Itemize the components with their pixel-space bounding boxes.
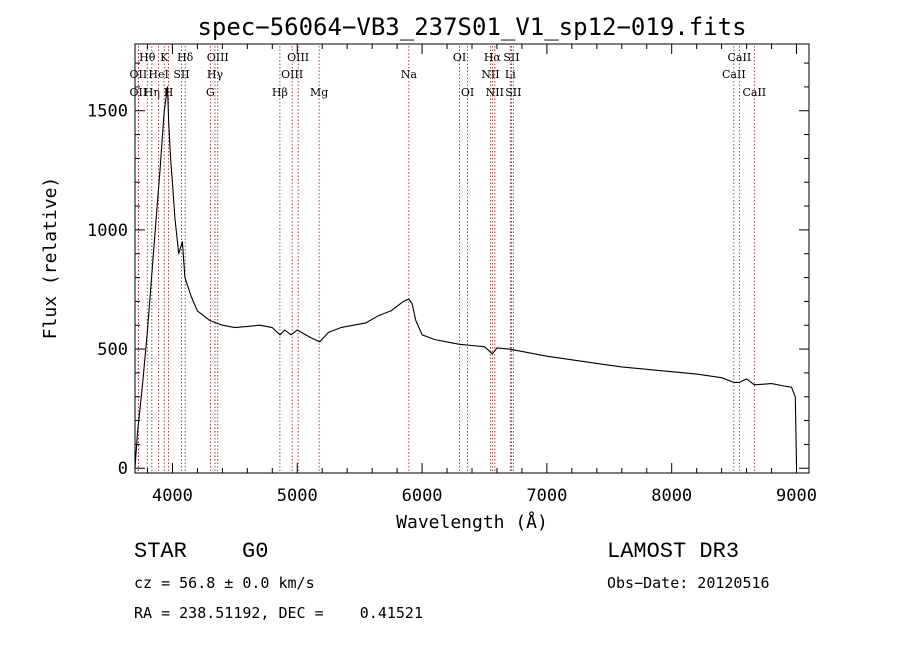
marker-label: Hθ [139, 51, 156, 64]
marker-label: SII [173, 68, 189, 81]
axis-ticks: 4000 5000 6000 7000 8000 9000 0 500 1000 1500 [87, 44, 817, 506]
marker-label: Na [401, 68, 418, 81]
x-tick-label: 8000 [651, 486, 692, 506]
marker-label: Hα [484, 51, 502, 64]
chart-title: spec−56064−VB3_237S01_V1_sp12−019.fits [197, 13, 746, 41]
spectrum-line [134, 86, 798, 469]
object-subclass: G0 [242, 539, 269, 564]
marker-label: SII [503, 51, 519, 64]
y-axis-label: Flux (relative) [40, 177, 61, 340]
marker-label: Hβ [272, 86, 288, 99]
redshift-velocity: cz = 56.8 ± 0.0 km/s [134, 574, 315, 592]
marker-label: OI [461, 86, 474, 99]
marker-label: CaII [728, 51, 752, 64]
y-tick-label: 500 [97, 340, 128, 360]
y-tick-label: 1500 [87, 102, 128, 122]
x-tick-label: 6000 [402, 486, 443, 506]
spectral-line-markers: OIIOIIHθHηHeIKHSIIHδGHγOIIIHβOIIIOIIIMgN… [130, 46, 766, 473]
marker-label: CaII [742, 86, 766, 99]
marker-label: Hγ [207, 68, 224, 81]
marker-label: OIII [287, 51, 309, 64]
y-tick-label: 0 [118, 459, 128, 479]
marker-label: Hδ [177, 51, 194, 64]
marker-label: OIII [207, 51, 229, 64]
marker-label: H [164, 86, 174, 99]
marker-label: HeI [148, 68, 168, 81]
x-tick-label: 9000 [776, 486, 817, 506]
marker-label: OII [130, 86, 148, 99]
plot-frame [134, 43, 810, 474]
marker-label: K [160, 51, 169, 64]
sky-coordinates: RA = 238.51192, DEC = 0.41521 [134, 604, 423, 622]
x-axis-label: Wavelength (Å) [396, 511, 548, 533]
marker-label: NII [481, 68, 499, 81]
marker-label: OIII [281, 68, 303, 81]
object-class: STAR [134, 539, 187, 564]
observation-date: Obs−Date: 20120516 [607, 574, 770, 592]
marker-label: SII [505, 86, 521, 99]
survey-name: LAMOST DR3 [607, 539, 740, 564]
marker-label: CaII [722, 68, 746, 81]
y-tick-label: 1000 [87, 221, 128, 241]
marker-label: Li [505, 68, 516, 81]
marker-label: Hη [144, 86, 160, 99]
marker-label: G [206, 86, 215, 99]
marker-label: Mg [310, 86, 328, 99]
marker-label: OI [453, 51, 466, 64]
x-tick-label: 7000 [526, 486, 567, 506]
marker-label: NII [486, 86, 504, 99]
x-tick-label: 4000 [152, 486, 193, 506]
x-tick-label: 5000 [277, 486, 318, 506]
